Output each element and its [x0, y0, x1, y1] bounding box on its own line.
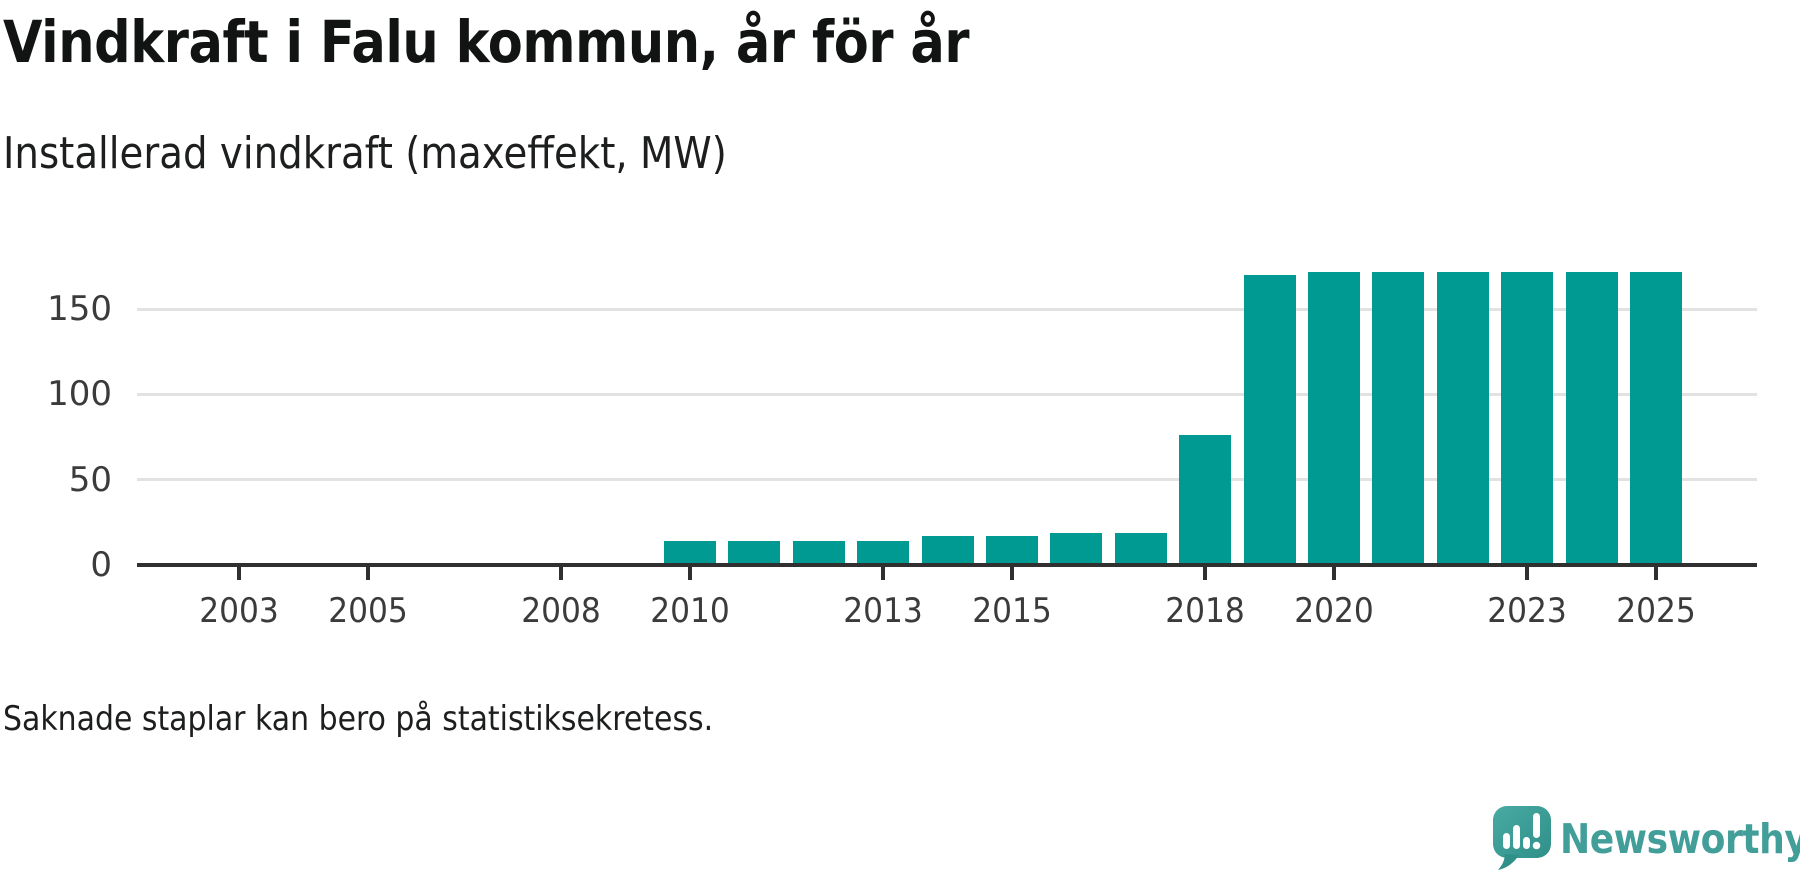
bar-2010 — [664, 541, 716, 565]
chart-subtitle: Installerad vindkraft (maxeffekt, MW) — [3, 128, 826, 179]
y-axis-label-50: 50 — [68, 459, 112, 500]
x-axis-label-2018: 2018 — [1165, 591, 1245, 631]
y-axis-label-0: 0 — [90, 545, 112, 585]
bar-2020 — [1308, 272, 1360, 565]
footnote: Saknade staplar kan bero på statistiksek… — [3, 699, 810, 739]
x-axis-tick-2023 — [1525, 567, 1530, 580]
bar-2012 — [792, 541, 845, 565]
chart-subtitle-text: Installerad vindkraft (maxeffekt, MW) — [3, 128, 727, 179]
x-axis-label-2023: 2023 — [1487, 591, 1567, 631]
x-axis-tick-2015 — [1010, 567, 1014, 580]
bar-2015 — [986, 536, 1038, 565]
x-axis-label-2005: 2005 — [328, 591, 408, 631]
x-axis-tick-2010 — [688, 567, 692, 580]
x-axis-tick-2013 — [881, 567, 886, 580]
bar-2025 — [1630, 272, 1682, 565]
x-axis-tick-2025 — [1654, 567, 1658, 580]
x-axis-label-2003: 2003 — [199, 591, 279, 631]
bar-2018 — [1179, 435, 1232, 565]
gridline-100 — [137, 392, 1757, 396]
gridline-150 — [137, 307, 1757, 311]
gridline-50 — [137, 478, 1757, 482]
bar-2024 — [1565, 272, 1618, 565]
bar-2011 — [728, 541, 781, 565]
x-axis-label-2008: 2008 — [521, 591, 601, 631]
y-axis-label-150: 150 — [47, 289, 112, 330]
x-axis-tick-2003 — [237, 567, 242, 580]
x-axis-tick-2008 — [559, 567, 564, 580]
bar-2021 — [1372, 272, 1425, 565]
chart-title-text: Vindkraft i Falu kommun, år för år — [3, 8, 970, 76]
newsworthy-wordmark: Newsworthy — [1560, 815, 1800, 863]
bar-2017 — [1114, 533, 1167, 565]
bar-2022 — [1436, 272, 1489, 565]
bar-2014 — [921, 536, 974, 565]
newsworthy-logo: Newsworthy — [1493, 806, 1800, 872]
bar-2023 — [1501, 272, 1554, 565]
chart-title: Vindkraft i Falu kommun, år för år — [3, 8, 1101, 76]
bar-2016 — [1050, 533, 1103, 565]
footnote-text: Saknade staplar kan bero på statistiksek… — [3, 699, 714, 739]
x-axis-line — [137, 563, 1757, 567]
newsworthy-logo-icon — [1493, 806, 1551, 870]
bar-2013 — [857, 541, 910, 565]
x-axis-tick-2005 — [366, 567, 370, 580]
x-axis-label-2025: 2025 — [1616, 591, 1696, 631]
x-axis-tick-2018 — [1203, 567, 1208, 580]
y-axis-label-100: 100 — [47, 374, 112, 415]
x-axis-label-2010: 2010 — [650, 591, 730, 631]
x-axis-tick-2020 — [1332, 567, 1336, 580]
x-axis-label-2020: 2020 — [1294, 591, 1374, 631]
bar-2019 — [1243, 275, 1296, 565]
x-axis-label-2015: 2015 — [972, 591, 1052, 631]
x-axis-label-2013: 2013 — [843, 591, 923, 631]
